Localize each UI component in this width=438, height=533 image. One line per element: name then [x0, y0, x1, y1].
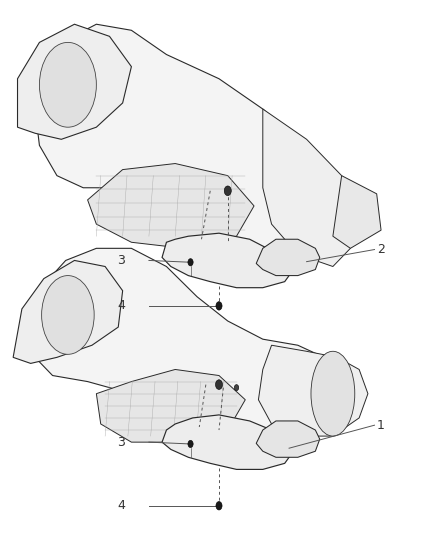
Polygon shape [31, 248, 333, 430]
Text: 2: 2 [377, 243, 385, 256]
Polygon shape [162, 415, 293, 470]
Circle shape [224, 186, 231, 196]
Circle shape [216, 502, 222, 510]
Ellipse shape [311, 351, 355, 436]
Circle shape [216, 302, 222, 310]
Polygon shape [162, 233, 293, 288]
Text: 3: 3 [117, 435, 125, 449]
Polygon shape [35, 24, 333, 261]
Ellipse shape [39, 43, 96, 127]
Polygon shape [263, 109, 359, 266]
Polygon shape [13, 261, 123, 364]
Polygon shape [256, 421, 320, 457]
Ellipse shape [42, 276, 94, 354]
Polygon shape [88, 164, 254, 248]
Text: 1: 1 [377, 419, 385, 432]
Polygon shape [96, 369, 245, 442]
Circle shape [215, 379, 223, 390]
Polygon shape [256, 239, 320, 276]
Polygon shape [18, 24, 131, 139]
Circle shape [188, 259, 193, 266]
Circle shape [188, 440, 193, 448]
Circle shape [234, 385, 239, 391]
Text: 4: 4 [117, 300, 125, 312]
Text: 4: 4 [117, 499, 125, 512]
Text: 3: 3 [117, 254, 125, 267]
Polygon shape [258, 345, 368, 436]
Polygon shape [333, 176, 381, 248]
